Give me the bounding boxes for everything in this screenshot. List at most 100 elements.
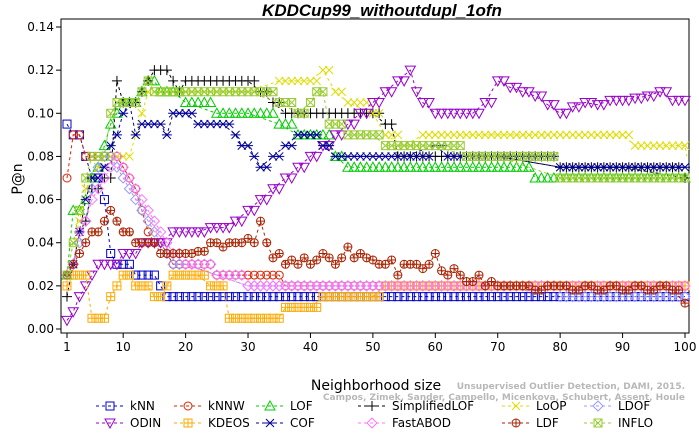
legend-item: INFLO [584,416,653,430]
data-point [118,162,128,172]
data-point [181,292,191,302]
series-kNNW [62,130,690,291]
data-point [243,292,253,302]
data-point [437,292,447,302]
data-point [187,292,197,302]
data-point [541,100,554,111]
data-point [268,253,278,263]
data-point [235,107,248,118]
data-point [174,292,184,302]
data-point [337,87,347,97]
legend-label: LDF [536,416,559,430]
data-point [99,313,109,323]
data-point [111,130,122,140]
data-point [518,130,528,140]
data-point [111,259,123,271]
data-point [68,238,78,248]
data-point [210,107,223,118]
data-point [599,285,609,295]
data-point [299,292,309,302]
data-point [430,292,440,302]
legend-marker [511,401,521,411]
legend-marker [366,417,378,429]
data-point [62,281,72,291]
data-point [455,270,465,280]
data-point [391,76,404,87]
data-point [130,130,141,140]
legend-item: LDF [502,416,559,430]
data-point [324,253,334,263]
legend-item: SimplifiedLOF [358,399,474,413]
data-point [330,259,340,269]
data-point [229,216,242,228]
data-point [635,93,648,105]
data-point [173,227,186,238]
data-point [473,108,485,120]
data-point [212,238,222,248]
data-point [524,130,534,140]
data-point [537,130,546,140]
data-point [293,76,303,86]
legend-label: COF [290,416,315,430]
data-point [199,246,209,256]
data-point [429,161,442,172]
legend-label: LDOF [618,399,650,413]
data-point [287,255,297,265]
data-point [204,96,217,107]
data-point [231,292,241,302]
data-point [354,108,367,120]
data-point [293,259,303,269]
data-point [343,98,353,107]
data-point [161,237,173,249]
data-point [310,151,323,163]
data-point [206,292,216,302]
legend-item: LDOF [584,399,650,413]
data-point [136,193,148,206]
data-point [143,270,153,280]
series-line [66,155,685,287]
data-point [604,95,616,107]
data-point [267,184,279,195]
data-point [117,161,129,173]
data-point [516,87,529,98]
legend-marker [183,401,193,411]
data-point [380,259,390,269]
legend-item: kNN [96,399,155,413]
data-point [574,130,584,140]
data-point [474,130,484,140]
data-point [168,292,178,302]
data-point [518,292,528,302]
data-point [443,270,453,280]
data-point [624,285,634,295]
data-point [236,269,248,281]
data-point [81,270,91,280]
data-point [75,216,84,226]
data-point [435,161,448,172]
data-point [306,76,315,86]
data-point [616,95,629,107]
data-point [487,130,496,140]
data-point [148,215,161,227]
data-point [398,161,410,172]
data-point [81,151,91,161]
data-point [573,102,585,113]
data-point [143,281,153,291]
data-point [73,292,86,303]
data-point [412,292,422,302]
data-point [305,98,315,107]
data-point [167,227,179,238]
data-point [462,292,472,302]
data-point [243,141,254,150]
data-point [524,281,534,291]
data-point [498,76,510,87]
data-point [86,193,98,206]
data-point [374,292,384,302]
data-point [543,292,553,302]
data-point [530,130,540,140]
data-point [516,161,529,172]
data-point [441,161,454,172]
y-tick-label: 0.12 [27,63,54,77]
data-point [629,93,641,105]
data-point [529,91,542,103]
